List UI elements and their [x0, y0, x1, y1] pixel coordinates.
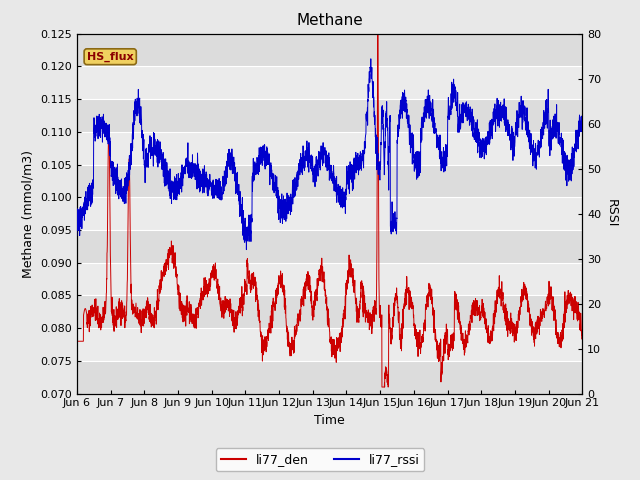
Bar — [77, 34, 582, 66]
Bar — [77, 263, 582, 295]
Bar — [77, 361, 582, 394]
Bar — [77, 295, 582, 328]
Y-axis label: RSSI: RSSI — [605, 199, 618, 228]
Bar — [77, 230, 582, 263]
X-axis label: Time: Time — [314, 414, 345, 427]
Bar — [77, 99, 582, 132]
Legend: li77_den, li77_rssi: li77_den, li77_rssi — [216, 448, 424, 471]
Bar — [77, 132, 582, 165]
Title: Methane: Methane — [296, 13, 363, 28]
Bar — [77, 197, 582, 230]
Text: HS_flux: HS_flux — [87, 51, 134, 62]
Y-axis label: Methane (mmol/m3): Methane (mmol/m3) — [22, 150, 35, 277]
Bar — [77, 66, 582, 99]
Bar — [77, 328, 582, 361]
Bar — [77, 165, 582, 197]
